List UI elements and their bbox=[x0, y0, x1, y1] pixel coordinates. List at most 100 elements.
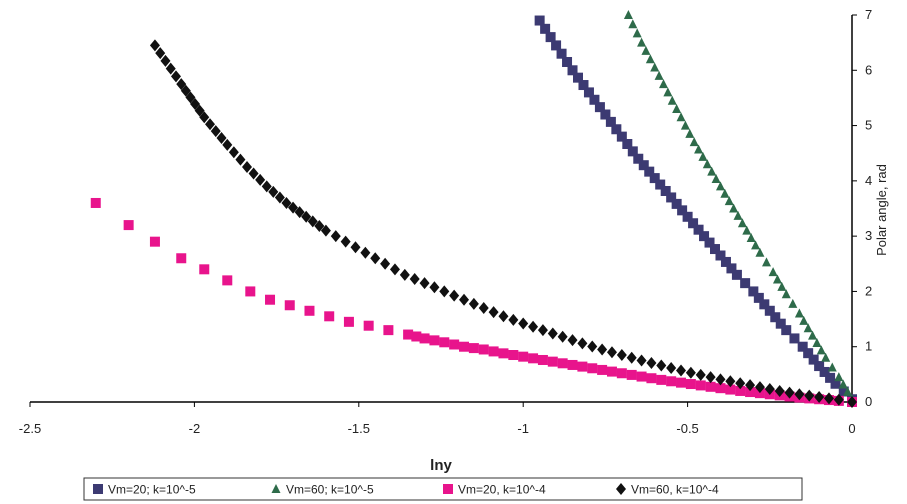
y-tick-label: 6 bbox=[865, 62, 872, 77]
data-point-fill bbox=[711, 174, 721, 184]
data-point bbox=[735, 377, 746, 390]
x-tick-label: -1.5 bbox=[348, 421, 370, 436]
data-point-fill bbox=[745, 387, 756, 398]
data-point bbox=[281, 196, 292, 209]
x-axis-title: lny bbox=[430, 457, 452, 474]
data-point-fill bbox=[704, 237, 715, 248]
data-point-fill bbox=[720, 256, 731, 267]
data-point bbox=[419, 333, 430, 344]
data-point-fill bbox=[655, 179, 666, 190]
data-point bbox=[616, 368, 627, 379]
data-point bbox=[557, 358, 568, 369]
data-point bbox=[149, 236, 160, 247]
data-point-fill bbox=[587, 363, 598, 374]
data-point-fill bbox=[644, 166, 655, 177]
data-point-fill bbox=[573, 72, 583, 83]
data-point-fill bbox=[606, 346, 617, 359]
data-point bbox=[764, 305, 775, 316]
data-point-fill bbox=[626, 369, 637, 380]
data-point bbox=[676, 364, 687, 377]
data-point bbox=[650, 62, 660, 72]
data-point bbox=[754, 388, 765, 399]
data-point-fill bbox=[658, 79, 668, 89]
data-point-fill bbox=[775, 318, 786, 329]
data-point-fill bbox=[751, 240, 761, 250]
data-point-fill bbox=[808, 354, 819, 365]
data-point bbox=[715, 250, 726, 261]
data-point bbox=[699, 231, 710, 242]
data-point-fill bbox=[528, 353, 539, 364]
legend-label: Vm=20; k=10^-5 bbox=[108, 483, 196, 497]
legend-items: Vm=20; k=10^-5 Vm=60; k=10^-5 Vm=20, k=10^… bbox=[93, 483, 719, 497]
data-point-fill bbox=[556, 48, 567, 59]
data-point bbox=[199, 111, 210, 124]
data-point bbox=[320, 224, 331, 237]
x-tick-label: -2.5 bbox=[19, 421, 41, 436]
data-point-fill bbox=[725, 384, 736, 395]
data-point-fill bbox=[314, 220, 325, 233]
y-tick-label: 4 bbox=[865, 173, 872, 188]
data-point bbox=[363, 320, 374, 331]
data-point-fill bbox=[789, 333, 800, 344]
data-point-fill bbox=[288, 201, 299, 214]
data-point bbox=[557, 330, 568, 343]
data-point-fill bbox=[411, 331, 422, 342]
data-point-fill bbox=[823, 392, 834, 405]
data-point bbox=[518, 317, 529, 330]
data-point-fill bbox=[753, 292, 764, 303]
data-point-fill bbox=[160, 54, 171, 67]
data-point-fill bbox=[671, 198, 682, 209]
data-point bbox=[676, 112, 686, 122]
data-point bbox=[301, 210, 312, 223]
data-point-fill bbox=[646, 357, 657, 370]
data-point-fill bbox=[725, 375, 736, 388]
data-point bbox=[781, 325, 792, 336]
data-point-fill bbox=[274, 191, 285, 204]
data-point-fill bbox=[255, 173, 266, 186]
data-point-fill bbox=[666, 376, 677, 387]
data-point bbox=[715, 181, 725, 191]
data-point-fill bbox=[216, 132, 227, 145]
data-point bbox=[715, 383, 726, 394]
data-point-fill bbox=[228, 146, 239, 159]
data-point bbox=[600, 109, 611, 120]
data-point-fill bbox=[799, 315, 809, 325]
data-point bbox=[439, 285, 450, 298]
data-point bbox=[343, 316, 354, 327]
data-point-fill bbox=[638, 160, 649, 171]
data-point bbox=[597, 364, 608, 375]
data-point-fill bbox=[705, 381, 716, 392]
data-point bbox=[768, 267, 778, 277]
data-point-fill bbox=[819, 366, 830, 377]
data-point bbox=[663, 87, 673, 97]
data-point-fill bbox=[547, 327, 558, 340]
data-point-fill bbox=[235, 153, 246, 166]
data-point bbox=[340, 235, 351, 248]
data-point bbox=[735, 385, 746, 396]
data-point bbox=[176, 78, 187, 91]
data-point-fill bbox=[843, 386, 853, 396]
data-point bbox=[636, 371, 647, 382]
data-point bbox=[794, 308, 804, 318]
data-point-fill bbox=[528, 320, 539, 333]
data-point-fill bbox=[540, 23, 551, 34]
data-point bbox=[245, 286, 256, 297]
data-point-fill bbox=[429, 281, 440, 294]
data-point bbox=[123, 220, 134, 231]
data-point-fill bbox=[724, 196, 734, 206]
data-point-fill bbox=[733, 210, 743, 220]
data-point bbox=[666, 192, 677, 203]
data-point-fill bbox=[205, 118, 216, 131]
data-point-fill bbox=[605, 116, 616, 127]
data-point bbox=[636, 354, 647, 367]
x-tick-label: -2 bbox=[189, 421, 201, 436]
data-point-fill bbox=[628, 19, 638, 29]
data-point-fill bbox=[666, 361, 677, 374]
data-point bbox=[656, 374, 667, 385]
data-point-fill bbox=[611, 124, 622, 135]
data-point-fill bbox=[389, 263, 400, 276]
y-ticks: 0 1 2 3 4 5 6 7 bbox=[852, 7, 872, 409]
data-point bbox=[583, 87, 594, 98]
data-point-fill bbox=[672, 103, 682, 113]
data-point bbox=[419, 277, 430, 290]
